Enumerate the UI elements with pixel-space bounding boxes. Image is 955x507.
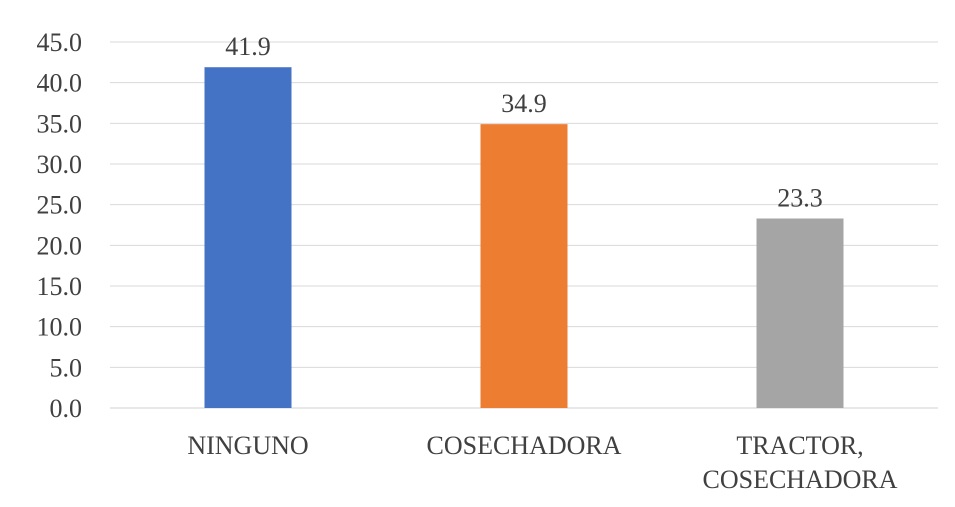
x-category-label: TRACTOR, COSECHADORA (702, 431, 897, 494)
x-category-label: NINGUNO (187, 431, 308, 460)
y-axis-ticks: 0.0 5.0 10.0 15.0 20.0 25.0 30.0 35.0 40.0 45.0 (37, 28, 83, 423)
y-tick-label: 30.0 (37, 150, 83, 179)
bar-1 (204, 67, 292, 409)
data-label: 34.9 (501, 89, 547, 118)
x-axis-categories: NINGUNO COSECHADORA TRACTOR, COSECHADORA (187, 431, 897, 494)
data-labels: 41.9 34.9 23.3 (225, 32, 823, 212)
bars (204, 67, 844, 409)
y-tick-label: 40.0 (37, 69, 83, 98)
y-tick-label: 10.0 (37, 313, 83, 342)
y-tick-label: 5.0 (50, 353, 83, 382)
y-tick-label: 15.0 (37, 272, 83, 301)
y-tick-label: 20.0 (37, 231, 83, 260)
bar-3 (756, 218, 844, 408)
data-label: 23.3 (777, 183, 823, 212)
x-category-label: COSECHADORA (426, 431, 621, 460)
y-tick-label: 35.0 (37, 109, 83, 138)
y-tick-label: 0.0 (50, 394, 83, 423)
y-tick-label: 45.0 (37, 28, 83, 57)
bar-2 (480, 124, 568, 408)
data-label: 41.9 (225, 32, 271, 61)
y-tick-label: 25.0 (37, 191, 83, 220)
